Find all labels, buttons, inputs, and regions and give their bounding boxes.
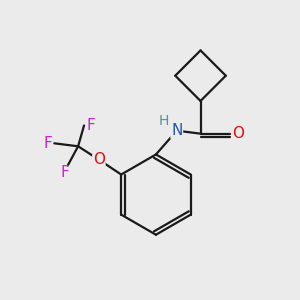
Text: F: F xyxy=(44,136,52,151)
Text: O: O xyxy=(93,152,105,167)
Text: N: N xyxy=(171,123,182,138)
Text: O: O xyxy=(232,126,244,141)
Text: F: F xyxy=(60,165,69,180)
Text: H: H xyxy=(158,114,169,128)
Text: F: F xyxy=(86,118,95,133)
